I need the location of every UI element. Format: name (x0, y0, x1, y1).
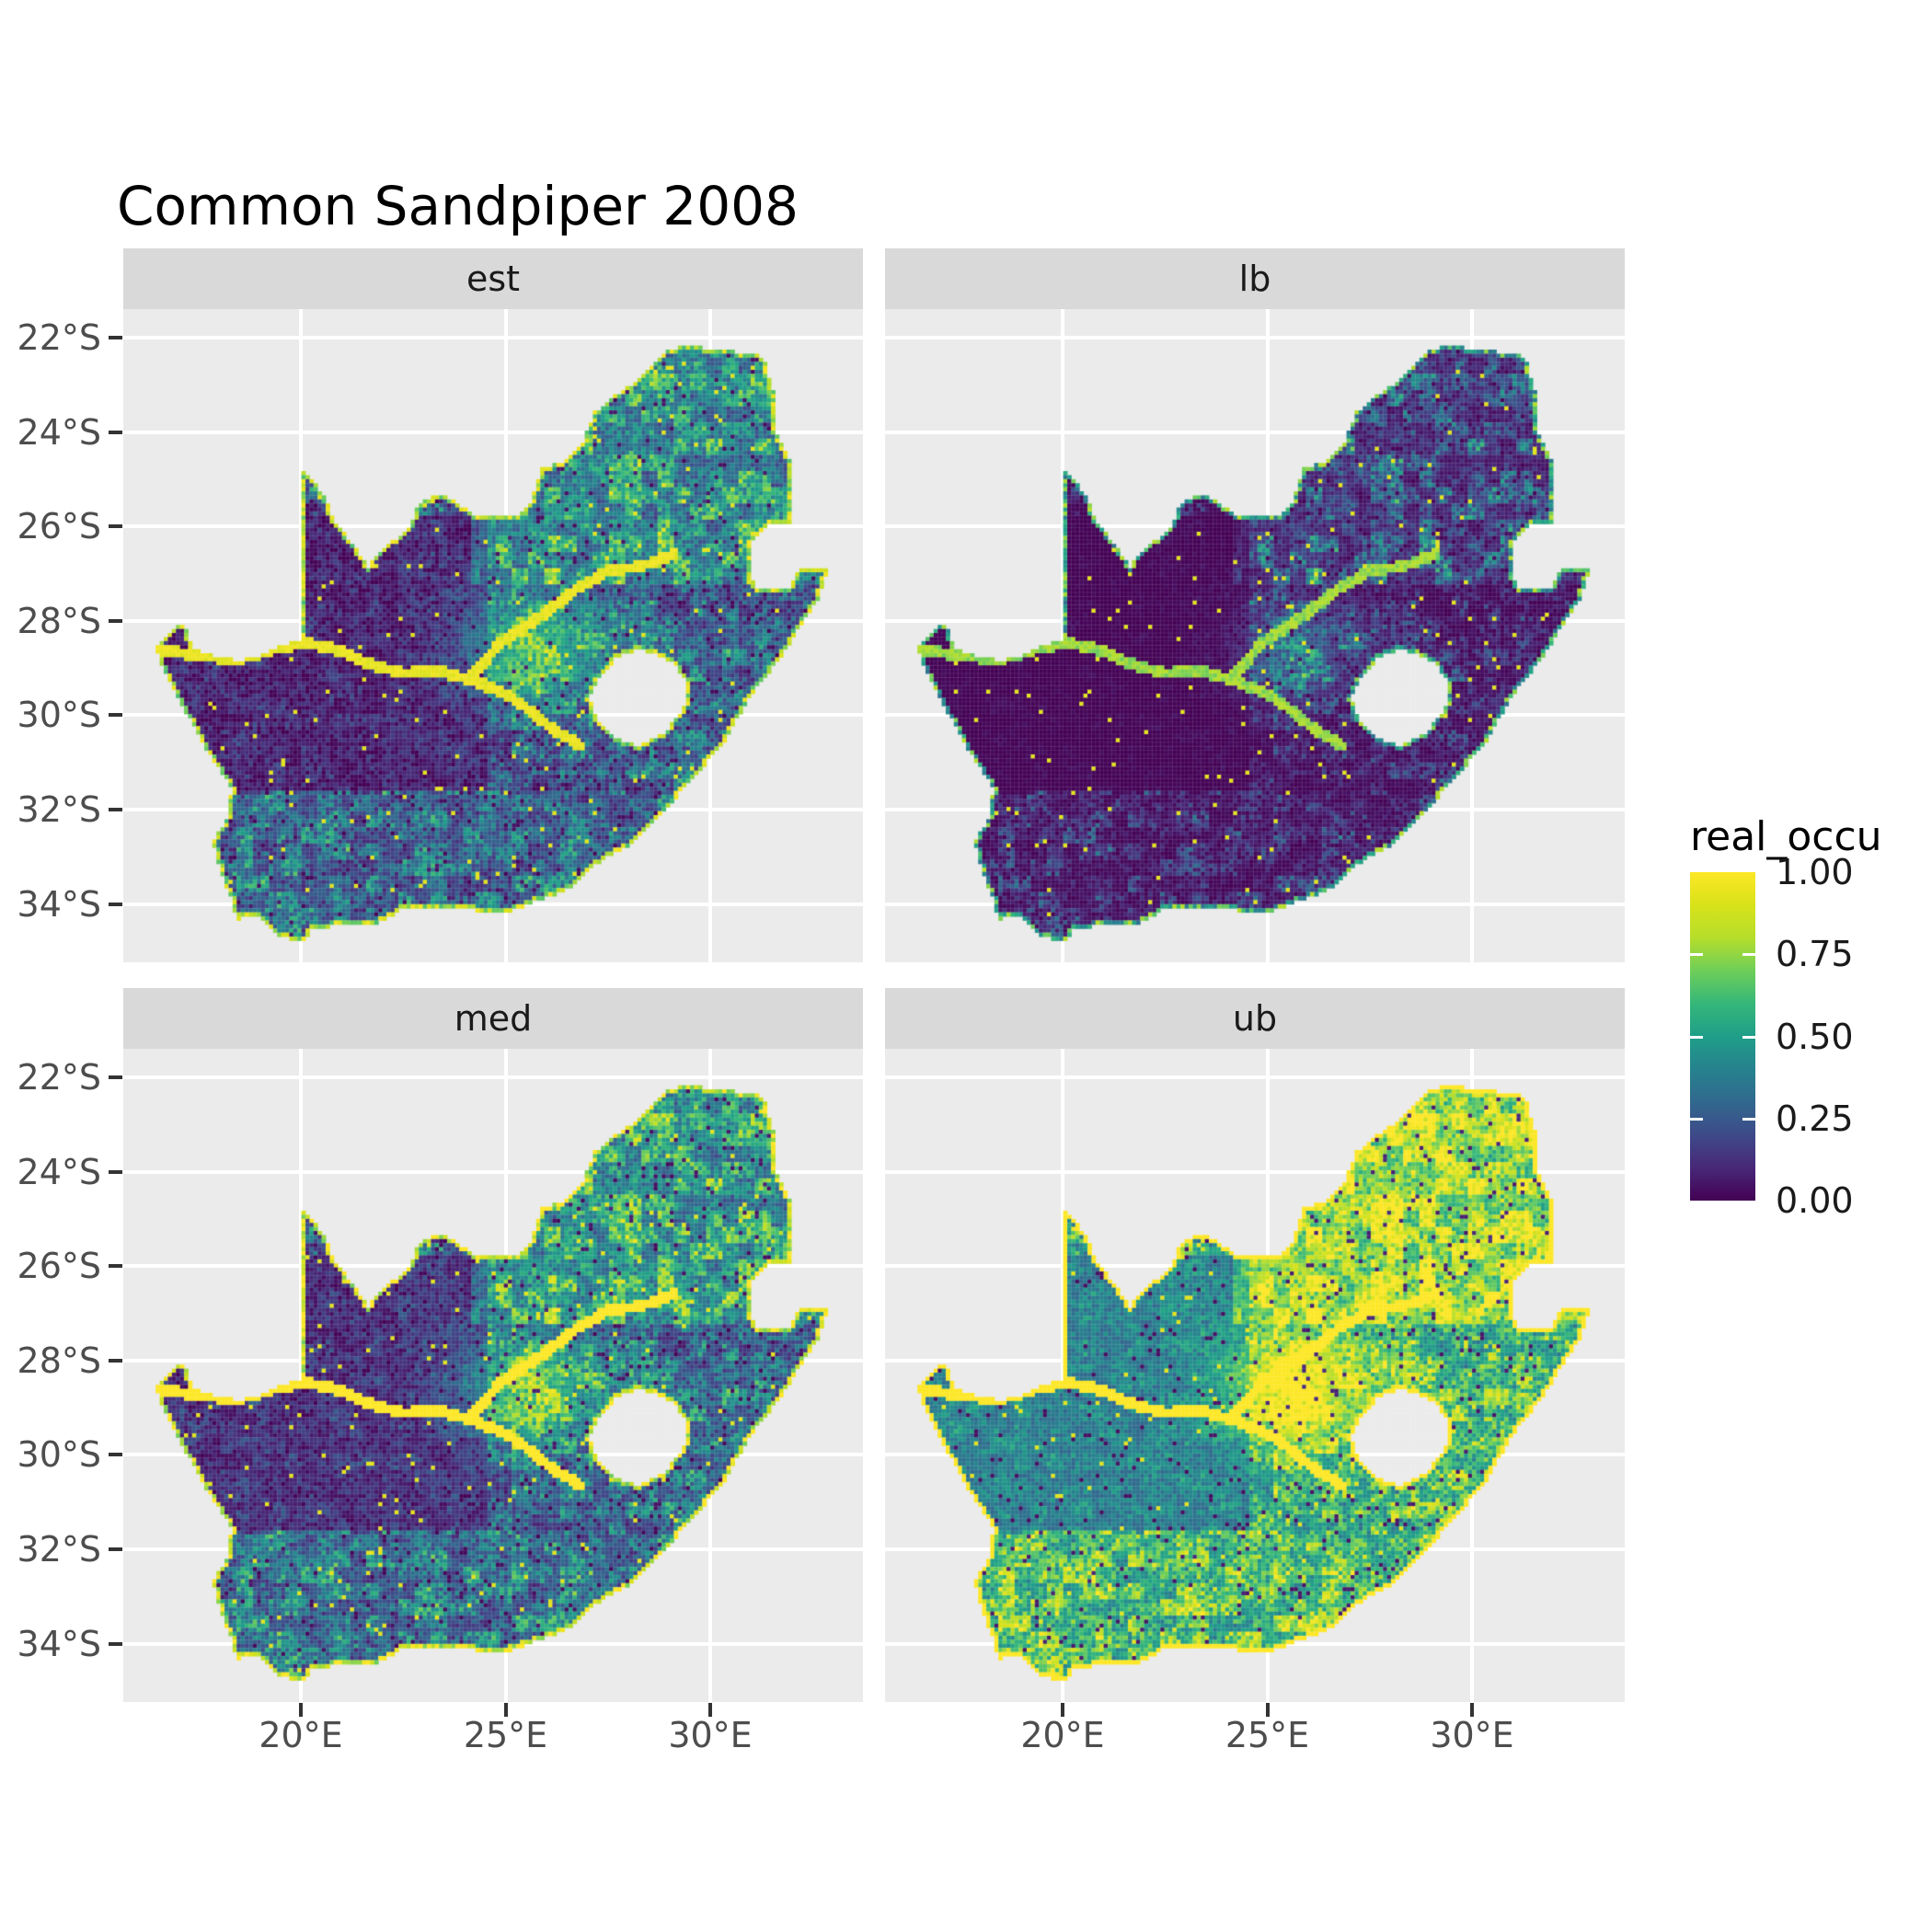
x-tick-mark (708, 1703, 712, 1717)
y-axis-tick-label: 22°S (17, 317, 101, 358)
facet-strip-lb: lb (885, 248, 1625, 309)
y-tick-mark (109, 1264, 122, 1269)
facet-strip-label: lb (1238, 259, 1271, 299)
legend-tick-label: 0.00 (1776, 1180, 1854, 1221)
y-axis-tick-label: 28°S (17, 1340, 101, 1381)
y-tick-mark (109, 618, 122, 623)
x-tick-mark (299, 1703, 303, 1717)
x-axis-tick-label: 25°E (463, 1715, 548, 1755)
x-tick-mark (503, 1703, 508, 1717)
y-axis-tick-label: 30°S (17, 1434, 101, 1476)
y-tick-mark (109, 524, 122, 529)
legend-title: real_occu (1690, 813, 1882, 860)
y-axis-tick-label: 34°S (17, 883, 101, 925)
facet-strip-label: ub (1232, 998, 1278, 1039)
legend-tick-mark (1742, 1035, 1755, 1039)
legend-tick-mark (1742, 953, 1755, 957)
legend-tick-mark (1742, 1117, 1755, 1121)
y-tick-mark (109, 808, 122, 811)
y-tick-mark (109, 430, 122, 434)
y-axis-tick-label: 34°S (17, 1623, 101, 1664)
legend-tick-label: 0.75 (1776, 934, 1854, 975)
map-panel-est (123, 309, 863, 962)
map-panel-med (123, 1049, 863, 1702)
facet-strip-label: est (466, 259, 521, 299)
facet-strip-est: est (123, 248, 863, 309)
facet-strip-ub: ub (885, 988, 1625, 1049)
y-axis-tick-label: 28°S (17, 600, 101, 641)
y-axis-tick-label: 26°S (17, 1246, 101, 1287)
y-axis-tick-label: 30°S (17, 695, 101, 736)
y-tick-mark (109, 1547, 122, 1551)
legend-tick-mark (1690, 953, 1703, 957)
x-axis-tick-label: 30°E (1430, 1715, 1514, 1755)
y-tick-mark (109, 713, 122, 718)
y-tick-mark (109, 336, 122, 339)
facet-strip-label: med (454, 998, 533, 1039)
y-tick-mark (109, 902, 122, 906)
y-axis-tick-label: 26°S (17, 506, 101, 547)
y-axis-tick-label: 32°S (17, 1529, 101, 1570)
map-panel-lb (885, 309, 1625, 962)
y-axis-tick-label: 22°S (17, 1057, 101, 1098)
x-tick-mark (1470, 1703, 1474, 1717)
x-tick-mark (1061, 1703, 1064, 1717)
legend-tick-label: 0.50 (1776, 1016, 1854, 1057)
map-panel-ub (885, 1049, 1625, 1702)
x-axis-tick-label: 25°E (1225, 1715, 1310, 1755)
plot-title: Common Sandpiper 2008 (117, 175, 799, 237)
x-tick-mark (1265, 1703, 1270, 1717)
x-axis-tick-label: 20°E (1020, 1715, 1105, 1755)
y-tick-mark (109, 1641, 122, 1646)
y-tick-mark (109, 1358, 122, 1363)
legend-tick-mark (1690, 1035, 1703, 1039)
legend-tick-mark (1690, 1117, 1703, 1121)
y-axis-tick-label: 32°S (17, 789, 101, 830)
legend-tick-label: 0.25 (1776, 1098, 1854, 1139)
x-axis-tick-label: 20°E (259, 1715, 343, 1755)
facet-map-ub (885, 1049, 1625, 1702)
facet-map-est (123, 309, 863, 962)
x-axis-tick-label: 30°E (668, 1715, 753, 1755)
y-axis-tick-label: 24°S (17, 411, 101, 453)
y-tick-mark (109, 1169, 122, 1174)
facet-strip-med: med (123, 988, 863, 1049)
facet-map-lb (885, 309, 1625, 962)
y-tick-mark (109, 1453, 122, 1457)
facet-map-med (123, 1049, 863, 1702)
y-tick-mark (109, 1075, 122, 1079)
legend-tick-label: 1.00 (1776, 852, 1854, 892)
y-axis-tick-label: 24°S (17, 1151, 101, 1192)
